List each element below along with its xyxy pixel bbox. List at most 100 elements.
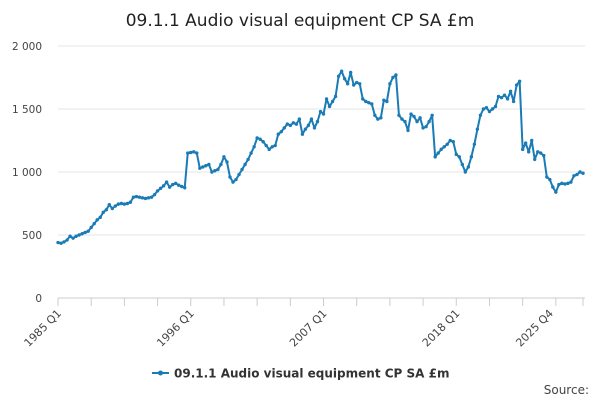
- data-point[interactable]: [122, 202, 127, 206]
- data-point[interactable]: [493, 104, 498, 109]
- data-point[interactable]: [309, 117, 314, 121]
- data-point[interactable]: [517, 79, 522, 83]
- data-point[interactable]: [463, 170, 468, 174]
- data-point[interactable]: [291, 121, 296, 125]
- data-point[interactable]: [505, 97, 510, 101]
- data-point[interactable]: [210, 170, 214, 174]
- data-point[interactable]: [65, 238, 69, 242]
- data-point[interactable]: [333, 94, 338, 99]
- data-point[interactable]: [526, 150, 531, 154]
- data-point[interactable]: [107, 203, 111, 207]
- data-point[interactable]: [119, 201, 124, 206]
- data-point[interactable]: [448, 138, 452, 143]
- data-point[interactable]: [536, 150, 540, 154]
- data-point[interactable]: [466, 165, 471, 169]
- data-point[interactable]: [339, 69, 344, 73]
- data-point[interactable]: [201, 165, 205, 169]
- data-point[interactable]: [149, 195, 154, 199]
- data-point[interactable]: [406, 128, 410, 133]
- data-point[interactable]: [578, 170, 582, 174]
- data-point[interactable]: [569, 180, 573, 184]
- data-point[interactable]: [143, 196, 148, 201]
- data-point[interactable]: [282, 126, 286, 130]
- data-point[interactable]: [394, 73, 398, 77]
- data-point[interactable]: [523, 141, 528, 145]
- data-point[interactable]: [351, 83, 356, 87]
- data-point[interactable]: [231, 180, 235, 184]
- data-point[interactable]: [442, 145, 446, 149]
- data-point[interactable]: [364, 99, 368, 104]
- data-point[interactable]: [273, 143, 277, 148]
- data-point[interactable]: [113, 204, 118, 208]
- data-point[interactable]: [572, 174, 576, 178]
- data-point[interactable]: [566, 181, 570, 186]
- data-point[interactable]: [189, 150, 193, 155]
- data-point[interactable]: [101, 210, 105, 215]
- source-credit[interactable]: Source:: [544, 383, 589, 397]
- data-point[interactable]: [180, 184, 184, 189]
- data-point[interactable]: [330, 99, 335, 104]
- series-line[interactable]: [57, 70, 584, 245]
- data-point[interactable]: [514, 83, 519, 87]
- data-point[interactable]: [415, 119, 419, 124]
- data-point[interactable]: [110, 206, 115, 211]
- data-point[interactable]: [279, 129, 283, 134]
- data-point[interactable]: [219, 162, 223, 167]
- data-point[interactable]: [312, 126, 317, 130]
- data-point[interactable]: [264, 143, 268, 148]
- data-point[interactable]: [167, 185, 172, 189]
- data-point[interactable]: [198, 166, 202, 170]
- data-point[interactable]: [195, 151, 199, 155]
- data-point[interactable]: [424, 124, 428, 129]
- data-point[interactable]: [391, 75, 395, 80]
- data-point[interactable]: [288, 123, 293, 128]
- data-point[interactable]: [300, 132, 305, 136]
- data-point[interactable]: [116, 202, 121, 206]
- data-point[interactable]: [225, 160, 229, 164]
- data-point[interactable]: [376, 117, 380, 121]
- data-point[interactable]: [207, 162, 211, 167]
- legend[interactable]: 09.1.1 Audio visual equipment CP SA £m: [152, 367, 449, 381]
- data-point[interactable]: [240, 167, 244, 172]
- data-point[interactable]: [439, 147, 443, 152]
- data-point[interactable]: [234, 177, 238, 182]
- data-point[interactable]: [80, 232, 84, 236]
- data-point[interactable]: [297, 117, 302, 121]
- data-point[interactable]: [502, 93, 507, 97]
- data-point[interactable]: [400, 117, 404, 121]
- data-point[interactable]: [445, 142, 449, 146]
- data-point[interactable]: [146, 196, 151, 200]
- data-point[interactable]: [548, 177, 552, 182]
- data-point[interactable]: [98, 215, 102, 220]
- data-point[interactable]: [161, 184, 166, 188]
- data-point[interactable]: [62, 240, 66, 244]
- data-point[interactable]: [361, 97, 365, 101]
- data-point[interactable]: [436, 151, 440, 155]
- data-point[interactable]: [131, 195, 136, 199]
- data-point[interactable]: [581, 171, 585, 175]
- data-point[interactable]: [137, 195, 142, 199]
- data-point[interactable]: [285, 122, 290, 126]
- data-point[interactable]: [496, 94, 501, 99]
- data-point[interactable]: [186, 151, 190, 155]
- data-point[interactable]: [294, 122, 299, 126]
- data-point[interactable]: [164, 180, 169, 184]
- data-point[interactable]: [533, 157, 537, 162]
- data-point[interactable]: [539, 151, 543, 155]
- data-point[interactable]: [125, 201, 130, 206]
- data-point[interactable]: [484, 106, 489, 110]
- data-point[interactable]: [358, 82, 362, 86]
- data-point[interactable]: [557, 182, 561, 187]
- data-point[interactable]: [77, 233, 81, 237]
- data-point[interactable]: [134, 194, 139, 199]
- data-point[interactable]: [542, 153, 546, 158]
- data-point[interactable]: [204, 164, 208, 168]
- data-point[interactable]: [158, 186, 163, 191]
- data-point[interactable]: [216, 167, 220, 172]
- data-point[interactable]: [140, 196, 145, 200]
- data-point[interactable]: [421, 126, 425, 130]
- data-point[interactable]: [348, 70, 353, 75]
- data-point[interactable]: [92, 221, 96, 226]
- data-point[interactable]: [487, 109, 492, 114]
- data-point[interactable]: [385, 99, 389, 104]
